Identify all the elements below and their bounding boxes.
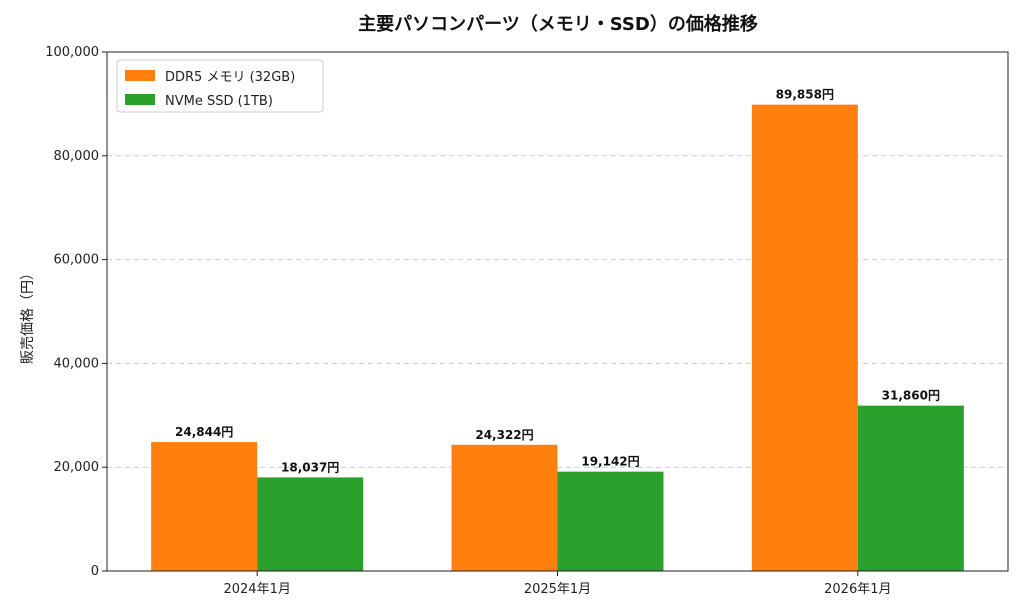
legend-swatch — [125, 70, 155, 81]
bar-value-label: 89,858円 — [776, 88, 834, 102]
bar-nvme — [857, 405, 964, 571]
axes: 0 20,000 40,000 60,000 80,000 100,000 2024年1月 2… — [45, 45, 1009, 597]
legend-swatch — [125, 94, 155, 105]
legend-box — [116, 59, 324, 113]
bar-ddr5 — [151, 442, 258, 571]
legend-label: NVMe SSD (1TB) — [165, 94, 273, 109]
bar-ddr5 — [751, 104, 858, 572]
y-tick-label: 40,000 — [54, 356, 100, 371]
plot-frame — [106, 51, 1009, 572]
y-tick-label: 20,000 — [54, 460, 100, 475]
bar-value-label: 24,844円 — [175, 425, 233, 439]
bar-value-label: 18,037円 — [281, 460, 339, 474]
bar-nvme — [257, 477, 364, 571]
bar-value-label: 24,322円 — [475, 428, 533, 442]
bar-value-label: 31,860円 — [882, 389, 940, 403]
bars — [151, 104, 964, 572]
x-tick-label: 2025年1月 — [524, 582, 591, 597]
y-tick-label: 80,000 — [54, 149, 100, 164]
y-tick-label: 100,000 — [45, 45, 99, 60]
bar-value-label: 19,142円 — [581, 455, 639, 469]
legend: DDR5 メモリ (32GB) NVMe SSD (1TB) — [116, 59, 324, 113]
x-tick-label: 2024年1月 — [223, 582, 290, 597]
legend-label: DDR5 メモリ (32GB) — [165, 70, 295, 85]
bar-nvme — [557, 471, 664, 571]
y-tick-label: 60,000 — [54, 253, 100, 268]
chart-title: 主要パソコンパーツ（メモリ・SSD）の価格推移 — [358, 13, 758, 35]
x-tick-label: 2026年1月 — [824, 582, 891, 597]
bar-value-labels: 24,844円 18,037円 24,322円 19,142円 89,858円 31,86… — [175, 88, 940, 475]
y-tick-label: 0 — [91, 564, 99, 579]
y-axis-label: 販売価格（円） — [20, 266, 36, 364]
bar-ddr5 — [451, 444, 558, 571]
